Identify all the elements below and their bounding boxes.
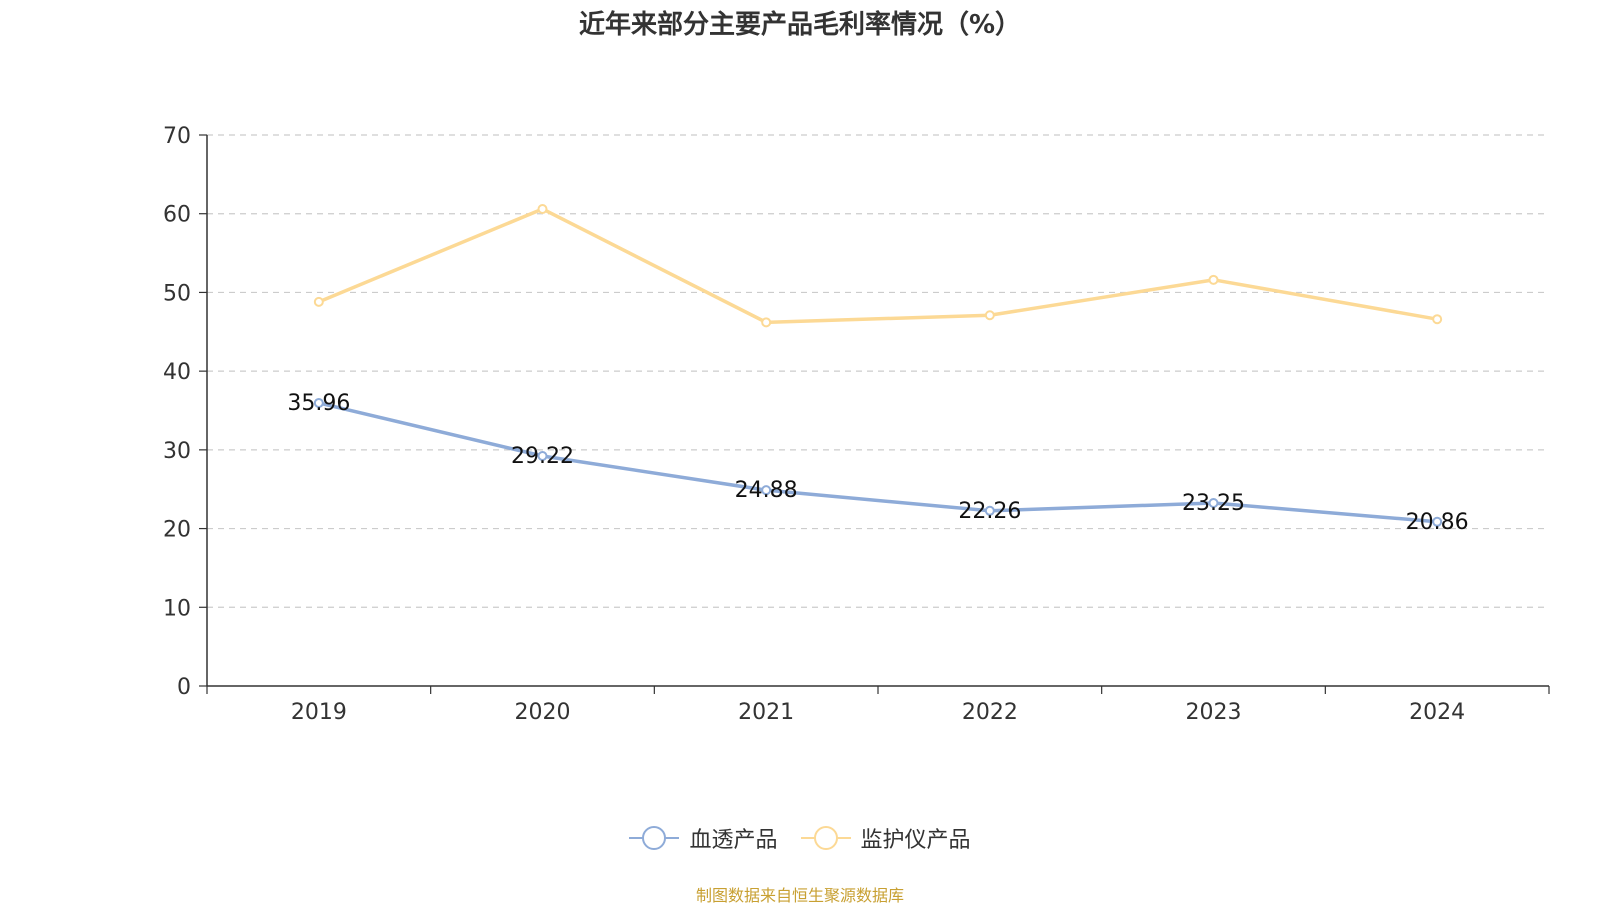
x-tick-label: 2024 <box>1409 700 1465 725</box>
data-label: 24.88 <box>735 478 798 503</box>
y-tick-label: 50 <box>163 281 191 306</box>
legend-item-series-1[interactable]: 监护仪产品 <box>800 822 971 854</box>
x-tick-label: 2022 <box>962 700 1018 725</box>
x-tick-label: 2019 <box>291 700 347 725</box>
x-tick-label: 2020 <box>515 700 571 725</box>
data-point-1 <box>537 203 548 214</box>
data-point-1 <box>1208 274 1219 285</box>
chart-title: 近年来部分主要产品毛利率情况（%） <box>578 10 1022 40</box>
legend-label-series-1: 监护仪产品 <box>860 828 971 853</box>
data-label: 29.22 <box>511 444 574 469</box>
data-point-1 <box>761 317 772 328</box>
legend-label-series-0: 血透产品 <box>689 828 778 853</box>
legend: 血透产品 监护仪产品 <box>0 822 1600 856</box>
data-point-0 <box>984 505 995 516</box>
data-label: 20.86 <box>1406 510 1469 535</box>
y-tick-label: 40 <box>163 360 191 385</box>
data-point-1 <box>313 296 324 307</box>
y-tick-label: 70 <box>163 124 191 149</box>
y-tick-label: 30 <box>163 439 191 464</box>
series-line-1 <box>318 207 1438 325</box>
source-note: 制图数据来自恒生聚源数据库 <box>695 886 904 905</box>
legend-item-series-0[interactable]: 血透产品 <box>629 822 778 854</box>
legend-swatch-series-0 <box>629 826 680 850</box>
y-tick-label: 0 <box>177 675 191 700</box>
y-tick-label: 20 <box>163 518 191 543</box>
data-label: 22.26 <box>958 499 1021 524</box>
data-point-1 <box>1432 314 1443 325</box>
data-point-0 <box>1432 516 1443 527</box>
x-tick-label: 2023 <box>1186 700 1242 725</box>
data-label: 23.25 <box>1182 491 1245 516</box>
data-point-0 <box>761 485 772 496</box>
data-point-0 <box>537 450 548 461</box>
data-point-1 <box>984 310 995 321</box>
x-tick-label: 2021 <box>738 700 794 725</box>
data-point-0 <box>1208 497 1219 508</box>
legend-swatch-series-1 <box>800 826 851 850</box>
series-line-0 <box>318 401 1438 524</box>
y-tick-label: 10 <box>163 596 191 621</box>
data-label: 35.96 <box>287 391 350 416</box>
y-tick-label: 60 <box>163 203 191 228</box>
data-point-0 <box>313 397 324 408</box>
